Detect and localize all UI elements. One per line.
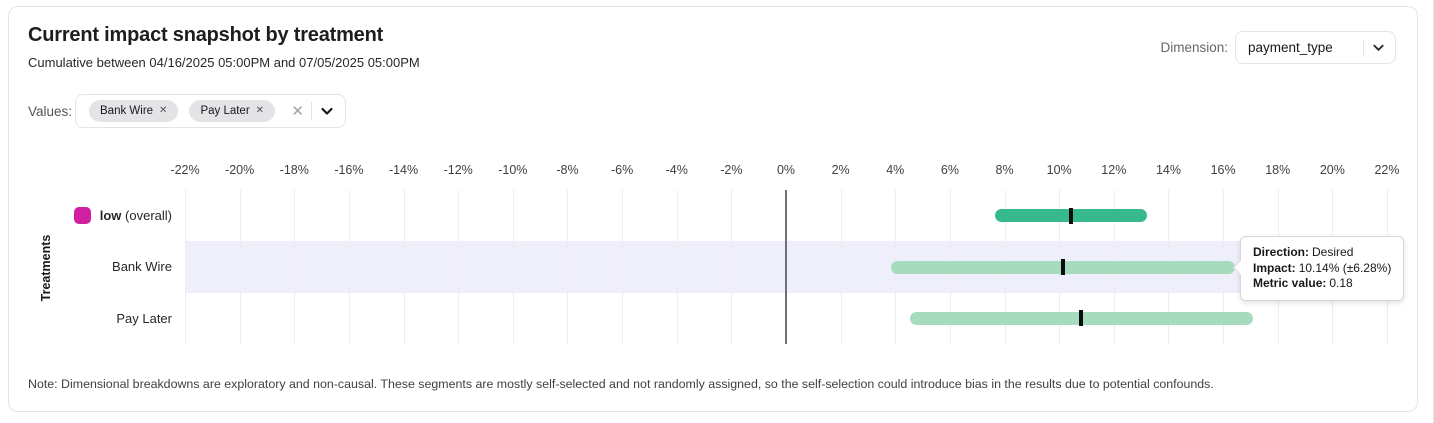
chip-remove-icon[interactable]: ✕ <box>159 105 168 116</box>
values-label: Values: <box>28 104 73 119</box>
row-label-low-overall: low (overall) <box>0 190 172 241</box>
page-title: Current impact snapshot by treatment <box>28 24 384 46</box>
x-axis-tick-label: 4% <box>886 163 905 177</box>
gridline <box>676 190 678 344</box>
x-axis-tick-label: 8% <box>995 163 1014 177</box>
x-axis-tick-label: 0% <box>776 163 796 177</box>
x-axis-tick-label: 20% <box>1319 163 1345 177</box>
filter-chip-bank-wire[interactable]: Bank Wire ✕ <box>89 100 179 122</box>
row-label-column: low (overall) Bank Wire Pay Later <box>0 190 172 344</box>
x-axis-tick-label: 18% <box>1265 163 1291 177</box>
row-label-text: low <box>99 208 122 224</box>
x-axis-tick-label: 10% <box>1046 163 1072 177</box>
gridline <box>403 190 405 344</box>
filter-chip-label: Pay Later <box>200 105 250 117</box>
gridline <box>567 190 569 344</box>
chevron-down-icon[interactable] <box>1371 40 1386 55</box>
row-label-text: Pay Later <box>116 310 172 326</box>
tooltip-impact: Impact: 10.14% (±6.28%) <box>1253 260 1392 275</box>
card <box>8 6 1418 412</box>
tooltip-metric-value: Metric value: 0.18 <box>1253 276 1353 290</box>
x-axis-tick-label: -2% <box>720 163 743 177</box>
date-range-subtitle: Cumulative between 04/16/2025 05:00PM an… <box>28 55 420 70</box>
x-axis-tick-label: -6% <box>610 163 634 177</box>
row-label-suffix: (overall) <box>121 208 172 224</box>
dimension-selected-value: payment_type <box>1248 40 1333 55</box>
gridline <box>348 190 350 344</box>
filter-chip-label: Bank Wire <box>100 105 154 117</box>
gridline <box>840 190 842 344</box>
gridline <box>239 190 241 344</box>
x-axis-tick-label: -14% <box>388 163 419 177</box>
x-axis-tick-label: 14% <box>1155 163 1181 177</box>
x-axis-tick-label: 12% <box>1101 163 1127 177</box>
chip-remove-icon[interactable]: ✕ <box>255 105 265 116</box>
point-marker <box>1079 310 1084 327</box>
chevron-down-icon[interactable] <box>319 103 335 119</box>
legend-swatch <box>73 207 91 225</box>
divider <box>311 102 312 120</box>
x-axis-tick-label: 22% <box>1374 163 1400 177</box>
note-text: Note: Dimensional breakdowns are explora… <box>28 377 1214 391</box>
tooltip: Direction: Desired Impact: 10.14% (±6.28%)… <box>1240 236 1405 301</box>
row-label-bank-wire: Bank Wire <box>0 241 172 292</box>
x-axis-tick-label: -20% <box>225 163 255 177</box>
row-label-pay-later: Pay Later <box>0 293 172 344</box>
point-marker <box>1068 207 1073 224</box>
gridline <box>185 190 186 344</box>
point-marker <box>1061 259 1065 275</box>
x-axis-tick-label: -22% <box>170 163 200 177</box>
x-axis-tick-label: -4% <box>665 163 688 177</box>
gridline <box>622 190 624 344</box>
clear-filters-icon[interactable]: ✕ <box>291 102 304 120</box>
gridline <box>458 190 460 344</box>
gridline <box>294 190 296 344</box>
values-filter-box[interactable]: Bank Wire ✕ Pay Later ✕ ✕ <box>75 94 346 128</box>
gridline <box>731 190 733 344</box>
x-axis-tick-label: -8% <box>556 163 579 177</box>
divider <box>1363 38 1364 57</box>
x-axis-tick-label: -16% <box>334 163 364 177</box>
dimension-select[interactable]: payment_type <box>1235 31 1396 64</box>
row-label-text: Bank Wire <box>112 259 172 275</box>
x-axis-tick-label: 6% <box>940 163 959 177</box>
dimension-label: Dimension: <box>1160 40 1228 55</box>
x-axis-tick-label: 2% <box>831 163 850 177</box>
zero-line <box>785 190 787 344</box>
gridline <box>512 190 514 344</box>
x-axis-tick-label: -12% <box>443 163 473 177</box>
tooltip-direction: Direction: Desired <box>1253 245 1354 259</box>
x-axis-tick-label: -18% <box>279 163 309 177</box>
x-axis-tick-label: -10% <box>498 163 528 177</box>
x-axis-tick-label: 16% <box>1210 163 1236 177</box>
filter-chip-pay-later[interactable]: Pay Later ✕ <box>189 100 276 122</box>
plot-area: -22% -20% -18% -16% -14% -12% -10% -8% -6% -4% -2%… <box>170 163 1400 344</box>
